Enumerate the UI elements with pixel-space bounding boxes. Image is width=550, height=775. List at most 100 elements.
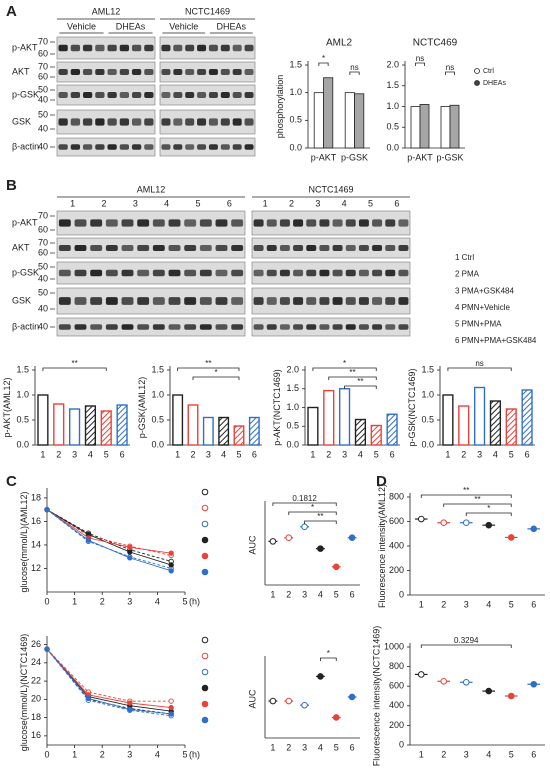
- point: [168, 711, 174, 717]
- y-axis-label: p-AKT(NCTC1469): [272, 369, 282, 446]
- blot-membrane: [56, 210, 246, 236]
- x-tick-label: 6: [120, 449, 125, 459]
- bar: [202, 416, 214, 446]
- point: [127, 555, 133, 561]
- bar: [410, 106, 421, 149]
- y-tick-label: 0.5: [16, 414, 29, 424]
- panel-label: C: [6, 473, 17, 490]
- y-tick-label: 1.0: [421, 389, 434, 399]
- blot-band: [107, 92, 117, 98]
- chart-title: AML2: [326, 38, 353, 49]
- blot-band: [161, 92, 171, 98]
- blot-band: [199, 269, 212, 277]
- blot-band: [121, 269, 134, 277]
- bar: [100, 410, 112, 446]
- point: [85, 695, 92, 702]
- blot-band: [306, 219, 317, 227]
- blot-band: [266, 324, 277, 330]
- blot-band: [319, 324, 330, 330]
- x-tick-label: 1: [270, 742, 275, 752]
- significance-label: *: [343, 359, 346, 368]
- blot-band: [70, 118, 81, 126]
- y-tick-label: 14: [31, 539, 41, 549]
- blot-band: [319, 219, 330, 227]
- treatment-legend: 3 PMA+GSK484: [455, 286, 514, 295]
- blot-band: [358, 219, 369, 227]
- point: [269, 697, 277, 705]
- x-tick-label: 1: [72, 596, 77, 606]
- x-tick-label: 4: [318, 589, 323, 599]
- blot-membrane: [251, 210, 411, 236]
- blot-band: [168, 297, 181, 305]
- blot-band: [70, 144, 81, 150]
- point: [332, 563, 340, 571]
- blot-band: [332, 269, 343, 277]
- blot-band: [173, 92, 183, 98]
- x-tick-label: 3: [206, 449, 211, 459]
- x-tick-label: 5: [182, 596, 187, 606]
- x-tick-label: 5: [236, 449, 241, 459]
- blot-band: [232, 69, 242, 75]
- blot-band: [152, 324, 165, 330]
- series-line: [46, 509, 172, 572]
- blot-band: [199, 245, 212, 251]
- blot-group-label: AML12: [137, 184, 166, 194]
- x-tick-label: 6: [350, 742, 355, 752]
- y-axis-label: glucose(mmol/L)(NCTC1469): [19, 634, 29, 752]
- y-tick-label: 1.5: [386, 80, 399, 90]
- blot-band: [215, 269, 228, 277]
- blot-row-label: p-GSK: [12, 89, 39, 99]
- bar: [116, 404, 128, 446]
- series-line: [46, 648, 172, 717]
- series-line: [46, 509, 172, 562]
- blot-membrane: [56, 61, 156, 83]
- blot-marker: 50: [38, 261, 48, 271]
- blot-band: [58, 324, 71, 330]
- y-tick-label: 800: [389, 491, 404, 501]
- blot-band: [184, 324, 197, 330]
- bar: [505, 408, 517, 446]
- y-tick-label: 0.0: [16, 439, 29, 449]
- point: [332, 714, 340, 721]
- blot-band: [197, 144, 207, 150]
- blot-band: [244, 92, 254, 98]
- blot-membrane: [56, 84, 156, 106]
- blot-band: [185, 118, 195, 126]
- lane-label: 3: [133, 198, 138, 208]
- series-line: [46, 648, 172, 715]
- blot-band: [95, 69, 105, 75]
- blot-group-label: AML12: [92, 6, 121, 16]
- x-tick-label: 5: [334, 589, 339, 599]
- significance-bracket: [445, 71, 455, 75]
- significance-label: **: [474, 495, 480, 504]
- blot-band: [168, 324, 181, 330]
- blot-band: [82, 44, 93, 52]
- blot-band: [131, 144, 142, 150]
- blot-band: [144, 118, 154, 126]
- x-tick-label: 0: [44, 749, 49, 759]
- blot-membrane: [56, 36, 156, 60]
- blot-band: [220, 92, 230, 98]
- legend-marker: [474, 80, 480, 86]
- blot-marker: 50: [38, 84, 48, 94]
- y-tick-label: 1.5: [16, 364, 29, 374]
- blot-band: [168, 245, 181, 251]
- blot-band: [279, 245, 290, 251]
- y-tick-label: 800: [389, 661, 404, 671]
- blot-marker: 50: [38, 109, 48, 119]
- blot-band: [121, 219, 134, 227]
- blot-row-label: GSK: [12, 295, 31, 305]
- blot-band: [208, 69, 218, 75]
- bar: [354, 418, 367, 446]
- blot-band: [253, 245, 264, 251]
- blot-band: [279, 269, 290, 277]
- blot-band: [345, 219, 356, 227]
- blot-band: [161, 69, 171, 75]
- legend-marker: [474, 68, 480, 74]
- blot-band: [119, 44, 130, 52]
- blot-band: [231, 245, 244, 251]
- blot-band: [107, 118, 117, 126]
- blot-band: [107, 44, 117, 52]
- x-tick-label: 6: [531, 749, 536, 759]
- x-tick-label: 1: [40, 449, 45, 459]
